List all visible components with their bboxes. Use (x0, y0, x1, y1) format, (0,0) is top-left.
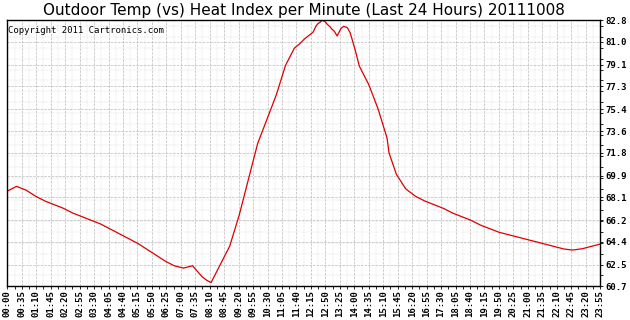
Text: Copyright 2011 Cartronics.com: Copyright 2011 Cartronics.com (8, 26, 164, 35)
Title: Outdoor Temp (vs) Heat Index per Minute (Last 24 Hours) 20111008: Outdoor Temp (vs) Heat Index per Minute … (43, 3, 564, 18)
